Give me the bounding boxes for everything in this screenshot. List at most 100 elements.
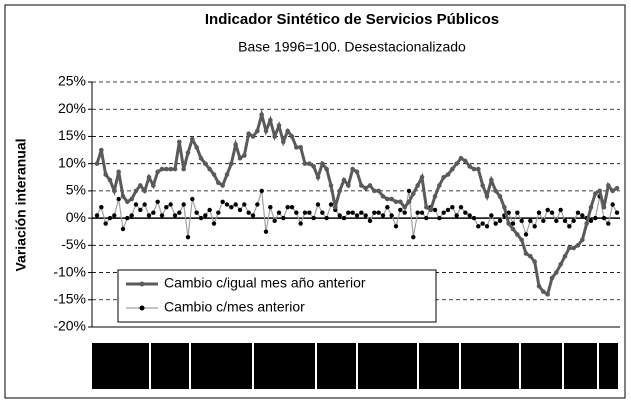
point-marker <box>380 194 386 199</box>
point-marker <box>545 207 550 213</box>
point-marker <box>107 177 113 183</box>
point-marker <box>532 224 537 229</box>
point-marker <box>311 215 316 221</box>
legend-label: Cambio c/mes anterior <box>164 299 305 315</box>
point-marker <box>298 145 303 150</box>
point-marker <box>237 207 243 213</box>
point-marker <box>151 210 156 215</box>
point-marker <box>450 166 455 172</box>
point-marker <box>294 210 299 215</box>
point-marker <box>159 166 165 172</box>
point-marker <box>575 210 581 215</box>
point-marker <box>454 161 459 166</box>
point-marker <box>385 196 390 202</box>
point-marker <box>99 205 104 210</box>
point-marker <box>315 202 321 207</box>
point-marker <box>606 183 611 188</box>
point-marker <box>294 145 299 150</box>
point-marker <box>302 210 308 215</box>
point-marker <box>203 161 208 166</box>
point-marker <box>164 166 169 172</box>
point-marker <box>367 218 373 224</box>
point-marker <box>523 251 529 256</box>
point-marker <box>376 188 381 194</box>
point-marker <box>601 204 607 210</box>
y-tick-label: 0% <box>66 209 86 225</box>
point-marker <box>281 215 286 221</box>
point-marker <box>415 210 420 215</box>
point-marker <box>411 191 416 196</box>
point-marker <box>190 136 195 142</box>
point-marker <box>263 128 269 134</box>
point-marker <box>372 210 377 215</box>
point-marker <box>341 177 347 183</box>
point-marker <box>424 215 429 221</box>
point-marker <box>354 213 360 218</box>
point-marker <box>359 183 364 188</box>
point-marker <box>116 196 121 202</box>
point-marker <box>242 153 247 158</box>
point-marker <box>112 213 117 218</box>
point-marker <box>476 224 481 229</box>
point-marker <box>454 213 459 218</box>
point-marker <box>151 183 156 188</box>
point-marker <box>255 128 260 134</box>
point-marker <box>545 292 550 297</box>
point-marker <box>597 188 602 194</box>
chart-subtitle: Base 1996=100. Desestacionalizado <box>238 39 466 55</box>
point-marker <box>493 188 498 194</box>
point-marker <box>259 188 264 194</box>
point-marker <box>207 207 212 213</box>
point-marker <box>493 221 498 226</box>
point-marker <box>159 213 165 218</box>
point-marker <box>575 243 581 248</box>
point-marker <box>450 205 455 210</box>
point-marker <box>298 221 303 226</box>
point-marker <box>376 210 381 215</box>
point-marker <box>467 164 472 169</box>
point-marker <box>419 174 425 180</box>
x-axis-labels <box>92 343 618 389</box>
point-marker <box>389 213 394 218</box>
point-marker <box>359 210 364 215</box>
y-tick-label: 15% <box>58 127 86 143</box>
y-tick-label: -5% <box>61 236 86 252</box>
point-marker <box>328 202 334 207</box>
point-marker <box>536 283 542 289</box>
point-marker <box>406 188 412 194</box>
y-tick-label: -10% <box>53 263 86 279</box>
point-marker <box>172 213 178 218</box>
point-marker <box>125 199 130 205</box>
point-marker <box>445 172 451 177</box>
point-marker <box>311 164 316 169</box>
point-marker <box>415 183 420 188</box>
chart-title: Indicador Sintético de Servicios Público… <box>205 11 499 28</box>
point-marker <box>562 253 568 259</box>
point-marker <box>445 207 451 213</box>
point-marker <box>541 289 546 294</box>
point-marker <box>432 207 438 213</box>
point-marker <box>389 196 394 202</box>
point-marker <box>519 218 524 224</box>
point-marker <box>532 259 537 264</box>
point-marker <box>523 232 529 237</box>
point-marker <box>120 194 126 199</box>
point-marker <box>614 210 620 215</box>
point-marker <box>224 172 230 177</box>
point-marker <box>220 199 225 204</box>
point-marker <box>216 180 221 186</box>
point-marker <box>402 210 407 215</box>
point-marker <box>172 166 178 172</box>
point-marker <box>198 215 204 221</box>
point-marker <box>610 202 615 207</box>
point-marker <box>463 210 468 215</box>
point-marker <box>255 202 260 207</box>
point-marker <box>177 139 182 145</box>
point-marker <box>554 270 559 275</box>
point-marker <box>588 204 594 210</box>
point-marker <box>285 128 290 134</box>
point-marker <box>99 147 104 153</box>
point-marker <box>419 210 425 215</box>
point-marker <box>385 205 390 210</box>
point-marker <box>129 196 134 202</box>
